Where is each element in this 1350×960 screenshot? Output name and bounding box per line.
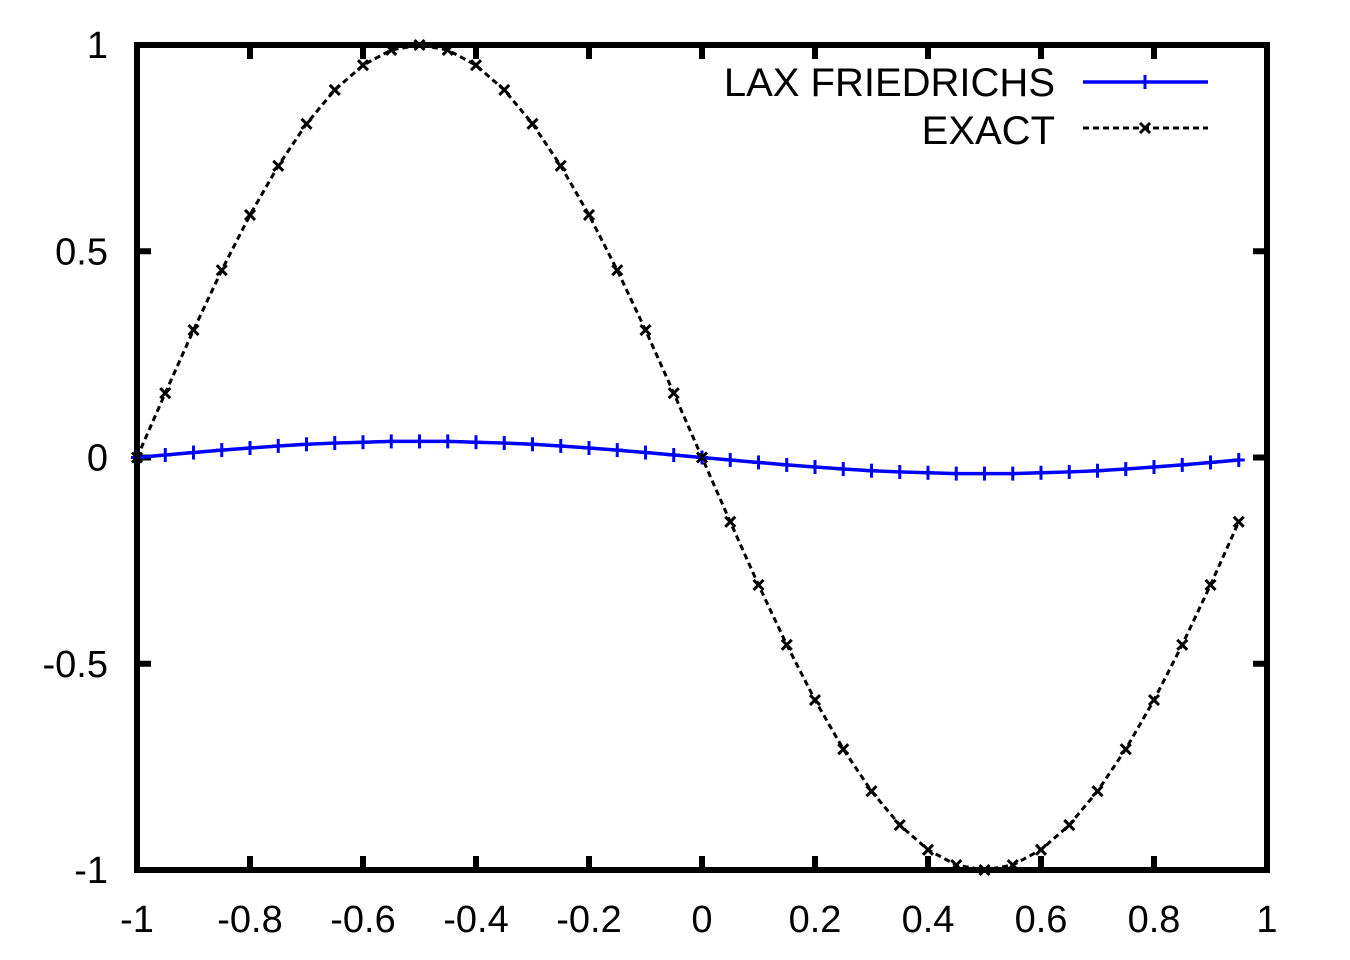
legend-marker-x-icon bbox=[1138, 121, 1152, 135]
x-tick-label: 0.6 bbox=[1015, 899, 1068, 941]
x-tick-label: 0.4 bbox=[902, 899, 955, 941]
y-axis-tick-labels: 1 0.5 0 -0.5 -1 bbox=[43, 25, 108, 892]
y-tick-label: 1 bbox=[87, 25, 108, 67]
y-tick-label: 0 bbox=[87, 438, 108, 480]
legend-label-exact: EXACT bbox=[922, 109, 1055, 153]
x-tick-label: -0.2 bbox=[556, 899, 621, 941]
x-tick-label: -0.4 bbox=[443, 899, 508, 941]
legend: LAX FRIEDRICHS EXACT bbox=[724, 61, 1208, 153]
series-exact bbox=[130, 38, 1245, 877]
y-tick-label: -0.5 bbox=[43, 644, 108, 686]
x-tick-label: 0.2 bbox=[789, 899, 842, 941]
y-tick-label: 0.5 bbox=[55, 231, 108, 273]
x-tick-label: -0.8 bbox=[217, 899, 282, 941]
legend-label-lax-friedrichs: LAX FRIEDRICHS bbox=[724, 61, 1055, 105]
x-tick-label: 0 bbox=[691, 899, 712, 941]
x-tick-label: -1 bbox=[120, 899, 154, 941]
x-tick-label: -0.6 bbox=[330, 899, 395, 941]
x-tick-label: 1 bbox=[1256, 899, 1277, 941]
plot-frame bbox=[134, 42, 1270, 873]
series-lax-friedrichs bbox=[131, 434, 1245, 481]
y-tick-label: -1 bbox=[74, 850, 108, 892]
x-tick-label: 0.8 bbox=[1128, 899, 1181, 941]
x-axis-tick-labels: -1 -0.8 -0.6 -0.4 -0.2 0 0.2 0.4 0.6 0.8 1 bbox=[120, 899, 1277, 941]
